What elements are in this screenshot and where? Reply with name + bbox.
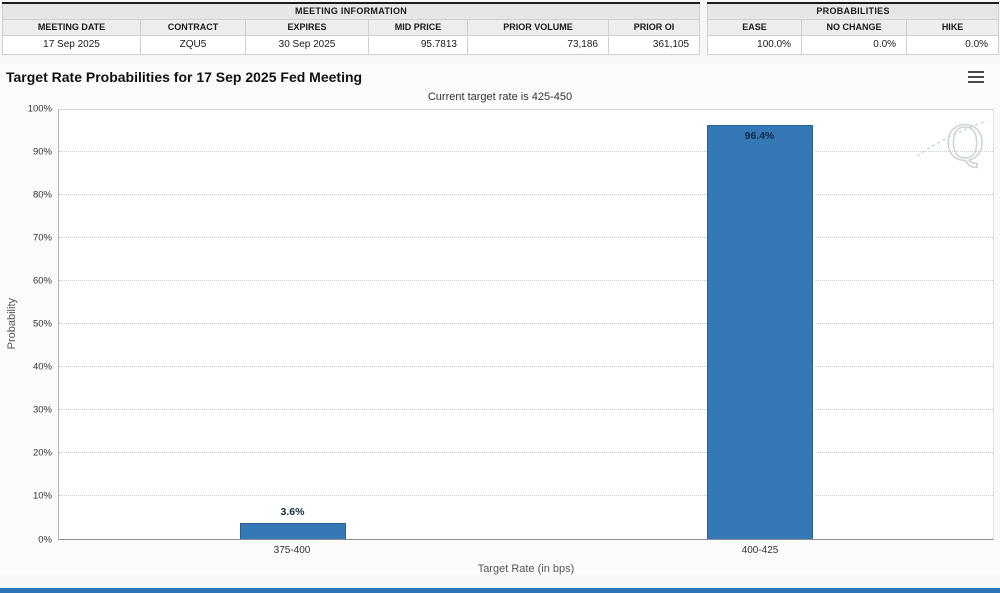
y-tick-label: 30% xyxy=(32,404,52,416)
col-header-contract: CONTRACT xyxy=(140,18,246,36)
bar-value-label: 96.4% xyxy=(744,129,775,142)
mid-price-value: 95.7813 xyxy=(368,34,468,55)
bar-slot: 96.4% xyxy=(526,110,993,539)
chart-subtitle: Current target rate is 425-450 xyxy=(427,90,573,103)
y-tick-label: 90% xyxy=(32,146,52,158)
x-tick-label: 375-400 xyxy=(273,544,311,556)
y-tick-label: 60% xyxy=(32,275,52,287)
watermark-letter: Q xyxy=(945,116,984,170)
y-tick-label: 20% xyxy=(32,447,52,459)
y-tick-label: 10% xyxy=(32,490,52,502)
expires-value: 30 Sep 2025 xyxy=(245,34,369,55)
gridline xyxy=(59,151,993,153)
bottom-accent-bar xyxy=(0,588,1000,593)
x-axis: 375-400 400-425 xyxy=(58,545,994,556)
gridline xyxy=(59,365,993,367)
meeting-information-title: MEETING INFORMATION xyxy=(1,2,701,20)
bar-value-label: 3.6% xyxy=(280,506,305,519)
y-tick-label: 40% xyxy=(32,361,52,373)
probabilities-title: PROBABILITIES xyxy=(707,2,1000,20)
col-header-expires: EXPIRES xyxy=(245,18,369,36)
gridline xyxy=(59,494,993,496)
summary-tables: MEETING INFORMATION MEETING DATE CONTRAC… xyxy=(0,0,1000,55)
bar-375-400[interactable] xyxy=(239,523,346,539)
x-tick-label: 400-425 xyxy=(741,544,779,556)
y-tick-label: 100% xyxy=(27,103,52,114)
y-axis: 0% 10% 20% 30% 40% 50% 60% 70% 80% 90% 100% xyxy=(20,103,58,545)
page-title: Target Rate Probabilities for 17 Sep 202… xyxy=(6,69,363,85)
y-tick-label: 50% xyxy=(32,318,52,330)
gridline xyxy=(59,108,993,110)
gridline xyxy=(59,237,993,239)
gridline xyxy=(59,451,993,453)
chart-body: Probability 0% 10% 20% 30% 40% 50% 60% 70% 80% 90… xyxy=(4,103,994,545)
col-header-ease: EASE xyxy=(707,18,803,36)
plot-area: Q 3.6% 96.4% xyxy=(58,108,994,540)
gridline xyxy=(59,323,993,324)
col-header-hike: HIKE xyxy=(906,18,1000,36)
probabilities-table: PROBABILITIES EASE NO CHANGE HIKE 100.0%… xyxy=(707,2,1000,55)
y-tick-label: 70% xyxy=(32,232,52,244)
bar-400-425[interactable]: 96.4% xyxy=(706,124,813,539)
quikstrike-watermark-icon: Q xyxy=(916,114,989,175)
prior-oi-value: 361,105 xyxy=(607,34,701,55)
hike-value: 0.0% xyxy=(906,34,1000,55)
no-change-value: 0.0% xyxy=(801,34,908,55)
gridline xyxy=(59,194,993,196)
meeting-date-value: 17 Sep 2025 xyxy=(2,34,141,55)
ease-value: 100.0% xyxy=(707,34,803,55)
col-header-mid-price: MID PRICE xyxy=(368,18,468,36)
col-header-prior-volume: PRIOR VOLUME xyxy=(467,18,609,36)
contract-value: ZQU5 xyxy=(140,34,246,55)
col-header-prior-oi: PRIOR OI xyxy=(607,18,701,36)
gridline xyxy=(59,408,993,410)
y-tick-label: 0% xyxy=(38,534,52,545)
bar-slot: 3.6% xyxy=(59,110,526,539)
col-header-meeting-date: MEETING DATE xyxy=(2,18,141,36)
meeting-information-table: MEETING INFORMATION MEETING DATE CONTRAC… xyxy=(1,2,701,55)
x-axis-title: Target Rate (in bps) xyxy=(477,562,575,575)
prior-volume-value: 73,186 xyxy=(467,34,609,55)
chart-header: Target Rate Probabilities for 17 Sep 202… xyxy=(0,64,1000,90)
fedwatch-chart-panel: Target Rate Probabilities for 17 Sep 202… xyxy=(0,63,1000,575)
y-tick-label: 80% xyxy=(32,189,52,201)
col-header-no-change: NO CHANGE xyxy=(801,18,908,36)
y-axis-title: Probability xyxy=(6,298,18,350)
gridline xyxy=(59,280,993,282)
chart-menu-icon[interactable] xyxy=(966,68,986,86)
